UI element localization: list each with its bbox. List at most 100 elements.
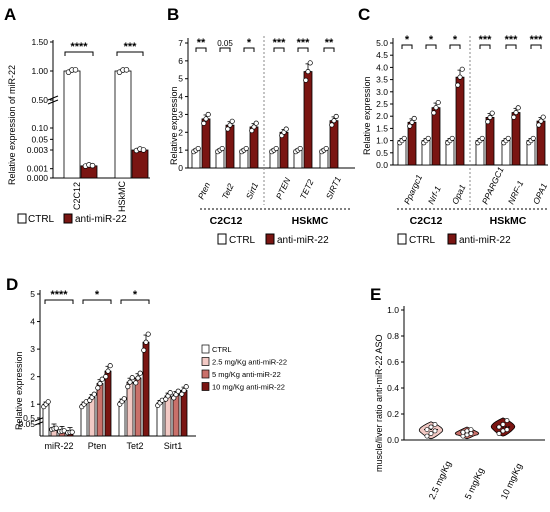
panel-b-datapoint bbox=[323, 145, 329, 152]
panel-d-bar bbox=[172, 394, 180, 437]
panel-e-datapoint bbox=[468, 427, 474, 432]
panel-c-letter: C bbox=[358, 5, 370, 24]
panel-d-datapoint bbox=[103, 374, 109, 380]
panel-a-ytick-label: 0.50 bbox=[31, 95, 48, 105]
panel-d-datapoint bbox=[143, 339, 149, 345]
panel-d-bar bbox=[96, 383, 104, 437]
panel-d-bar bbox=[104, 370, 112, 437]
panel-d-datapoint bbox=[107, 363, 113, 369]
panel-c-bar bbox=[511, 112, 521, 166]
panel-d-bar bbox=[126, 381, 134, 437]
panel-b-legend-ctrl-swatch bbox=[217, 233, 227, 245]
panel-b-ylabel: Relative expression bbox=[169, 86, 179, 165]
panel-d-datapoint bbox=[137, 370, 143, 376]
panel-c-ytick-label: 4.0 bbox=[376, 62, 388, 72]
panel-c-datapoint bbox=[407, 123, 413, 129]
panel-c-category: Nrf-1 bbox=[426, 184, 443, 206]
panel-d-sig-label: * bbox=[95, 289, 100, 301]
panel-d-legend-swatch bbox=[201, 382, 210, 391]
panel-b-sig-bracket bbox=[297, 47, 309, 52]
panel-a-ytick-label: 0.001 bbox=[27, 164, 49, 174]
panel-d-datapoint bbox=[145, 331, 151, 337]
panel-c-legend-anti: anti-miR-22 bbox=[459, 235, 511, 246]
panel-c-datapoint bbox=[513, 109, 519, 116]
panel-c-datapoint bbox=[409, 119, 415, 125]
panel-b-category: PTEN bbox=[274, 175, 293, 201]
panel-b-datapoint bbox=[229, 118, 235, 124]
panel-d-legend-swatch bbox=[201, 344, 210, 354]
panel-b-datapoint bbox=[225, 126, 231, 132]
panel-b-datapoint bbox=[251, 124, 257, 130]
panel-c-bar bbox=[407, 121, 417, 166]
panel-c-ytick-label: 5.0 bbox=[376, 38, 388, 48]
panel-b-datapoint bbox=[283, 126, 289, 132]
panel-c-ytick-label: 3.0 bbox=[376, 87, 388, 97]
panel-c-sig-label: * bbox=[405, 34, 410, 46]
panel-e-datapoint bbox=[500, 421, 506, 427]
panel-a-bar bbox=[131, 149, 149, 179]
panel-c-datapoint bbox=[540, 114, 546, 120]
panel-c-datapoint bbox=[411, 115, 417, 122]
panel-d-datapoint bbox=[97, 381, 103, 387]
panel-d-category: Tet2 bbox=[126, 441, 143, 451]
panel-e-category: 2.5 mg/Kg bbox=[427, 459, 453, 500]
panel-c-datapoint bbox=[449, 135, 455, 141]
panel-c-category: Ppargc1 bbox=[402, 173, 425, 206]
panel-e-datapoint bbox=[424, 433, 430, 439]
panel-d-datapoint bbox=[95, 385, 101, 391]
panel-c-category: NRF-1 bbox=[506, 179, 526, 206]
panel-c-ytick-label: 2.0 bbox=[376, 111, 388, 121]
panel-c-category: PPARGC1 bbox=[480, 165, 506, 206]
panel-a-letter: A bbox=[4, 5, 16, 24]
panel-c-ytick-label: 1.5 bbox=[376, 123, 388, 133]
panel-c-bar bbox=[431, 107, 441, 166]
panel-b-datapoint bbox=[331, 118, 337, 124]
panel-b-ytick-label: 2 bbox=[178, 127, 183, 137]
panel-b-sig-label: * bbox=[247, 37, 252, 49]
panel-e-datapoint bbox=[432, 421, 438, 427]
panel-b-sig-bracket bbox=[323, 47, 335, 52]
panel-c-sig-label: *** bbox=[530, 34, 544, 46]
panel-c-sig-label: * bbox=[453, 34, 458, 46]
panel-c-ytick-label: 2.5 bbox=[376, 99, 388, 109]
panel-e-ytick-label: 0.8 bbox=[387, 331, 399, 341]
panel-a-bar bbox=[114, 70, 132, 179]
panel-c-ylabel: Relative expression bbox=[362, 76, 372, 155]
panel-a-sig-bracket bbox=[64, 51, 94, 56]
panel-d-datapoint bbox=[91, 391, 97, 397]
panel-c-datapoint bbox=[505, 135, 511, 141]
panel-a-sig-bracket bbox=[116, 51, 144, 56]
panel-c-sig-bracket bbox=[425, 44, 437, 49]
panel-b-datapoint bbox=[329, 122, 335, 128]
panel-b-datapoint bbox=[195, 145, 201, 152]
panel-b-ytick-label: 5 bbox=[178, 74, 183, 84]
panel-e-datapoint bbox=[468, 431, 474, 436]
panel-e-datapoint bbox=[500, 428, 506, 434]
panel-d-sig-label: **** bbox=[50, 289, 68, 301]
panel-b-ytick-label: 4 bbox=[178, 92, 183, 102]
panel-b-sig-bracket bbox=[273, 47, 285, 52]
panel-b-ytick-label: 7 bbox=[178, 38, 183, 48]
panel-b-bar bbox=[225, 124, 235, 169]
panel-a-ytick-label: 0.000 bbox=[27, 173, 49, 183]
panel-b-ytick-label: 6 bbox=[178, 56, 183, 66]
panel-a-legend-ctrl-swatch bbox=[17, 213, 27, 224]
panel-c-datapoint bbox=[435, 99, 441, 106]
panel-a-datapoint bbox=[140, 147, 147, 153]
panel-c-group-hskmc: HSkMC bbox=[490, 215, 527, 227]
panel-d-datapoint bbox=[69, 429, 75, 435]
panel-b-category: Pten bbox=[196, 181, 213, 201]
panel-e-ytick-label: 0.0 bbox=[387, 435, 399, 445]
panel-b-legend-anti: anti-miR-22 bbox=[277, 235, 329, 246]
panel-d-sig-label: * bbox=[133, 289, 138, 301]
panel-e-ytick-label: 0.4 bbox=[387, 383, 399, 393]
panel-b-datapoint bbox=[307, 60, 313, 66]
panel-d-legend-swatch bbox=[201, 369, 210, 379]
panel-b-datapoint bbox=[249, 128, 255, 134]
panel-b-group-hskmc: HSkMC bbox=[292, 215, 329, 227]
panel-a-legend-anti: anti-miR-22 bbox=[75, 214, 127, 225]
panel-d-category: miR-22 bbox=[44, 441, 73, 451]
panel-d-ylabel: Relative expression bbox=[14, 351, 24, 430]
panel-c-sig-bracket bbox=[505, 44, 517, 49]
